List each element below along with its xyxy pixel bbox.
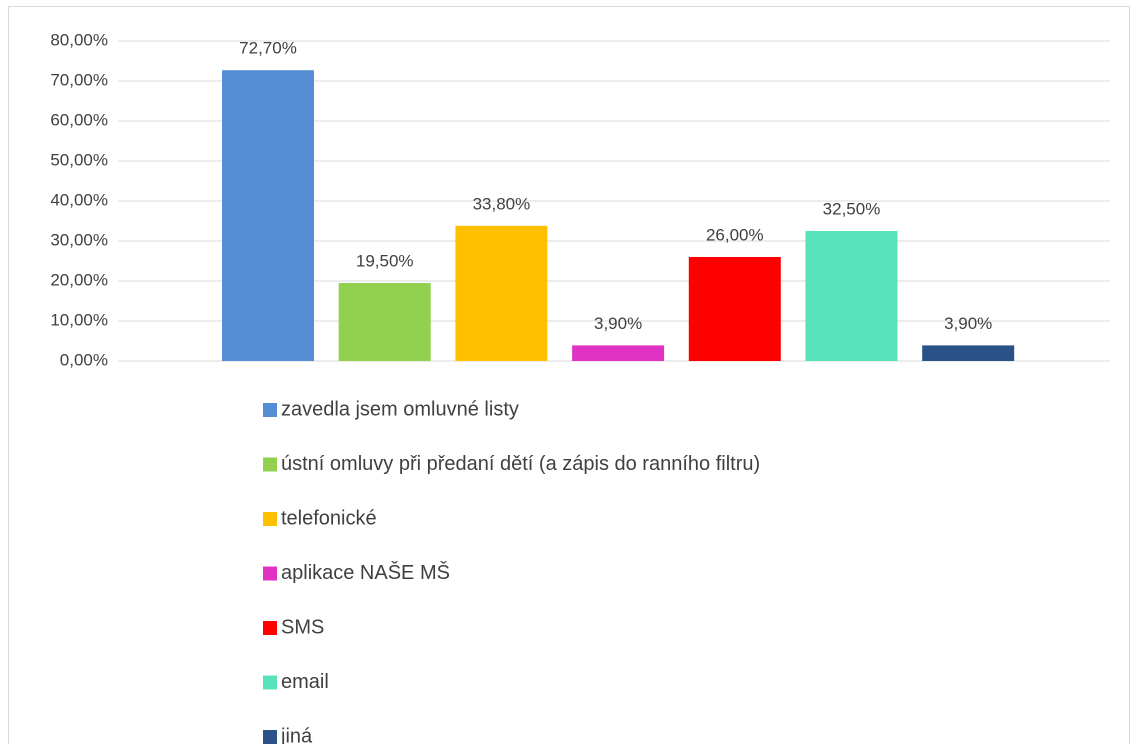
y-tick-label: 30,00%: [50, 230, 108, 249]
legend-swatch: [263, 621, 277, 635]
data-label: 32,50%: [823, 199, 881, 218]
y-tick-label: 60,00%: [50, 110, 108, 129]
data-label: 33,80%: [473, 194, 531, 213]
bar: [572, 345, 665, 361]
data-label: 3,90%: [944, 314, 992, 333]
bar: [455, 225, 548, 361]
data-label: 26,00%: [706, 225, 764, 244]
data-label: 19,50%: [356, 251, 414, 270]
chart-border: [8, 6, 1130, 747]
y-tick-label: 40,00%: [50, 190, 108, 209]
legend-label: jiná: [280, 725, 313, 744]
y-tick-label: 20,00%: [50, 270, 108, 289]
legend-swatch: [263, 566, 277, 581]
legend-swatch: [263, 675, 277, 690]
y-tick-label: 0,00%: [60, 350, 108, 369]
y-tick-label: 10,00%: [50, 310, 108, 329]
bar: [805, 231, 898, 361]
legend-label: zavedla jsem omluvné listy: [281, 398, 519, 420]
legend-swatch: [263, 403, 277, 417]
bar: [338, 283, 431, 361]
legend-swatch: [263, 730, 277, 744]
y-tick-label: 80,00%: [50, 30, 108, 49]
legend-label: SMS: [281, 616, 324, 638]
y-tick-label: 70,00%: [50, 70, 108, 89]
bar: [688, 257, 781, 361]
legend-swatch: [263, 512, 277, 526]
bar: [922, 345, 1015, 361]
legend-label: aplikace NAŠE MŠ: [281, 561, 450, 584]
y-tick-label: 50,00%: [50, 150, 108, 169]
data-label: 3,90%: [594, 314, 642, 333]
legend-label: telefonické: [281, 507, 377, 529]
bar: [222, 70, 314, 361]
data-label: 72,70%: [239, 39, 297, 58]
legend-swatch: [263, 457, 277, 472]
legend-label: ústní omluvy při předaní dětí (a zápis d…: [281, 453, 760, 475]
legend-label: email: [281, 671, 329, 693]
